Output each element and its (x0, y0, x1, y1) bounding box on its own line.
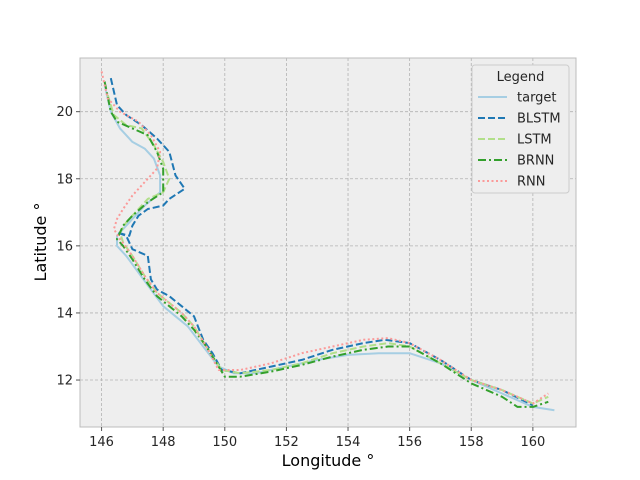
legend-label-brnn: BRNN (517, 154, 554, 169)
y-tick-label: 14 (56, 306, 73, 321)
legend-label-lstm: LSTM (517, 133, 552, 148)
x-axis-label: Longitude ° (282, 451, 375, 470)
legend-label-rnn: RNN (517, 175, 545, 190)
series-line-rnn (100, 71, 549, 405)
x-tick-label: 154 (336, 435, 361, 450)
x-tick-label: 152 (274, 435, 299, 450)
y-tick-label: 20 (56, 105, 73, 120)
series-layer (100, 71, 555, 412)
x-tick-label: 148 (151, 435, 176, 450)
y-axis-label: Latitude ° (31, 203, 50, 282)
y-axis-ticks: 12 14 16 18 20 (56, 105, 80, 389)
legend-label-blstm: BLSTM (517, 112, 561, 127)
series-line-target (103, 84, 555, 412)
grid-lines (80, 58, 576, 427)
x-tick-label: 146 (89, 435, 114, 450)
plot-frame (79, 57, 577, 428)
x-axis-ticks: 146 148 150 152 154 156 158 160 (89, 427, 545, 450)
legend-label-target: target (517, 91, 557, 106)
x-tick-label: 150 (212, 435, 237, 450)
x-tick-label: 156 (397, 435, 422, 450)
legend: Legend target BLSTM LSTM BRNN RNN (471, 64, 570, 194)
legend-entries: target BLSTM LSTM BRNN RNN (478, 91, 561, 190)
x-tick-label: 158 (459, 435, 484, 450)
y-tick-label: 16 (56, 239, 73, 254)
series-line-brnn (103, 81, 549, 408)
x-tick-label: 160 (520, 435, 545, 450)
y-tick-label: 12 (56, 374, 73, 389)
series-line-blstm (109, 77, 534, 407)
legend-title: Legend (497, 70, 545, 85)
y-tick-label: 18 (56, 172, 73, 187)
